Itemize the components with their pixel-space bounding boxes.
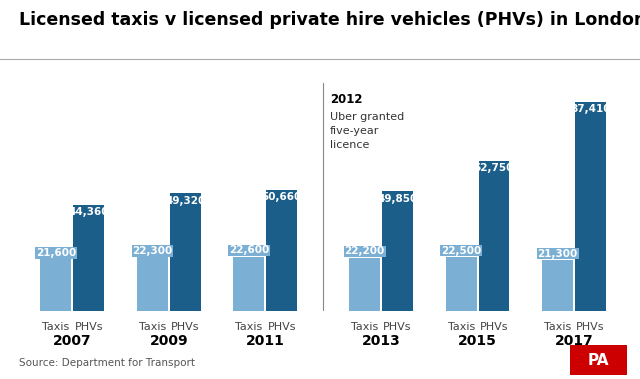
Bar bbox=[575, 102, 606, 311]
Bar bbox=[479, 161, 509, 311]
Text: 22,200: 22,200 bbox=[344, 246, 385, 257]
Bar bbox=[40, 259, 71, 311]
Bar bbox=[137, 257, 168, 311]
Text: 2017: 2017 bbox=[555, 334, 593, 348]
Text: PHVs: PHVs bbox=[171, 321, 200, 332]
Bar bbox=[170, 193, 200, 311]
Text: PHVs: PHVs bbox=[74, 321, 103, 332]
Text: PHVs: PHVs bbox=[383, 321, 412, 332]
Bar bbox=[266, 190, 297, 311]
Text: 2007: 2007 bbox=[53, 334, 92, 348]
Text: 62,750: 62,750 bbox=[474, 163, 514, 174]
Text: 49,320: 49,320 bbox=[165, 196, 205, 205]
Text: Taxis: Taxis bbox=[139, 321, 166, 332]
Text: 2012: 2012 bbox=[330, 93, 362, 106]
Text: 49,850: 49,850 bbox=[378, 194, 418, 204]
Text: PHVs: PHVs bbox=[268, 321, 296, 332]
Text: Licensed taxis v licensed private hire vehicles (PHVs) in London: Licensed taxis v licensed private hire v… bbox=[19, 11, 640, 29]
Text: Taxis: Taxis bbox=[544, 321, 572, 332]
Text: 22,500: 22,500 bbox=[441, 246, 481, 256]
Text: 2013: 2013 bbox=[362, 334, 401, 348]
Bar bbox=[234, 257, 264, 311]
Text: 87,410: 87,410 bbox=[570, 105, 611, 114]
Text: PA: PA bbox=[588, 352, 609, 368]
Text: 21,300: 21,300 bbox=[538, 249, 578, 258]
Text: 22,600: 22,600 bbox=[228, 246, 269, 255]
Text: Taxis: Taxis bbox=[42, 321, 70, 332]
Text: 22,300: 22,300 bbox=[132, 246, 173, 256]
Bar bbox=[73, 205, 104, 311]
Bar bbox=[542, 260, 573, 311]
Bar bbox=[382, 191, 413, 311]
Text: 44,360: 44,360 bbox=[68, 207, 109, 218]
Text: Uber granted
five-year
licence: Uber granted five-year licence bbox=[330, 112, 404, 150]
Bar bbox=[446, 257, 477, 311]
Bar bbox=[349, 258, 380, 311]
Text: Taxis: Taxis bbox=[447, 321, 475, 332]
Text: PHVs: PHVs bbox=[576, 321, 605, 332]
Text: 21,600: 21,600 bbox=[36, 248, 76, 258]
Text: Taxis: Taxis bbox=[236, 321, 262, 332]
Text: Source: Department for Transport: Source: Department for Transport bbox=[19, 358, 195, 368]
Text: 2015: 2015 bbox=[458, 334, 497, 348]
Text: 2011: 2011 bbox=[246, 334, 285, 348]
Text: Taxis: Taxis bbox=[351, 321, 378, 332]
Text: 2009: 2009 bbox=[150, 334, 188, 348]
Text: PHVs: PHVs bbox=[480, 321, 508, 332]
Text: 50,660: 50,660 bbox=[262, 193, 302, 202]
